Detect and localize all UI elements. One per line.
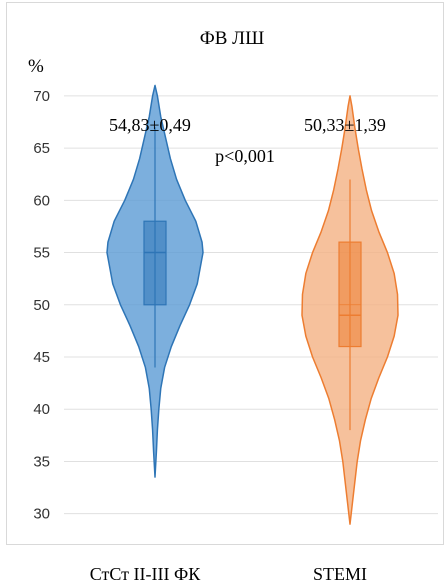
- iqr-box: [144, 221, 166, 305]
- y-axis-label: %: [28, 56, 44, 77]
- y-axis-ticks: 30 35 40 45 50 55 60 65 70: [33, 88, 50, 523]
- y-tick-label: 35: [33, 453, 50, 470]
- y-tick-label: 50: [33, 297, 50, 314]
- y-tick-label: 40: [33, 401, 50, 418]
- y-tick-label: 55: [33, 245, 50, 262]
- x-tick-label: STEMI: [313, 564, 367, 584]
- y-tick-label: 30: [33, 506, 50, 523]
- p-value-annotation: p<0,001: [215, 146, 275, 166]
- annotations: 54,83±0,49 50,33±1,39: [109, 115, 386, 135]
- mean-sd-annotation: 50,33±1,39: [304, 115, 386, 135]
- y-tick-label: 70: [33, 88, 50, 105]
- iqr-box: [339, 242, 361, 346]
- chart-title: ФВ ЛШ: [200, 28, 265, 49]
- y-tick-label: 65: [33, 140, 50, 157]
- mean-sd-annotation: 54,83±0,49: [109, 115, 191, 135]
- y-tick-label: 60: [33, 192, 50, 209]
- y-tick-label: 45: [33, 349, 50, 366]
- x-axis-ticks: СтСт ІІ-ІІІ ФК STEMI: [90, 564, 367, 584]
- x-tick-label: СтСт ІІ-ІІІ ФК: [90, 564, 201, 584]
